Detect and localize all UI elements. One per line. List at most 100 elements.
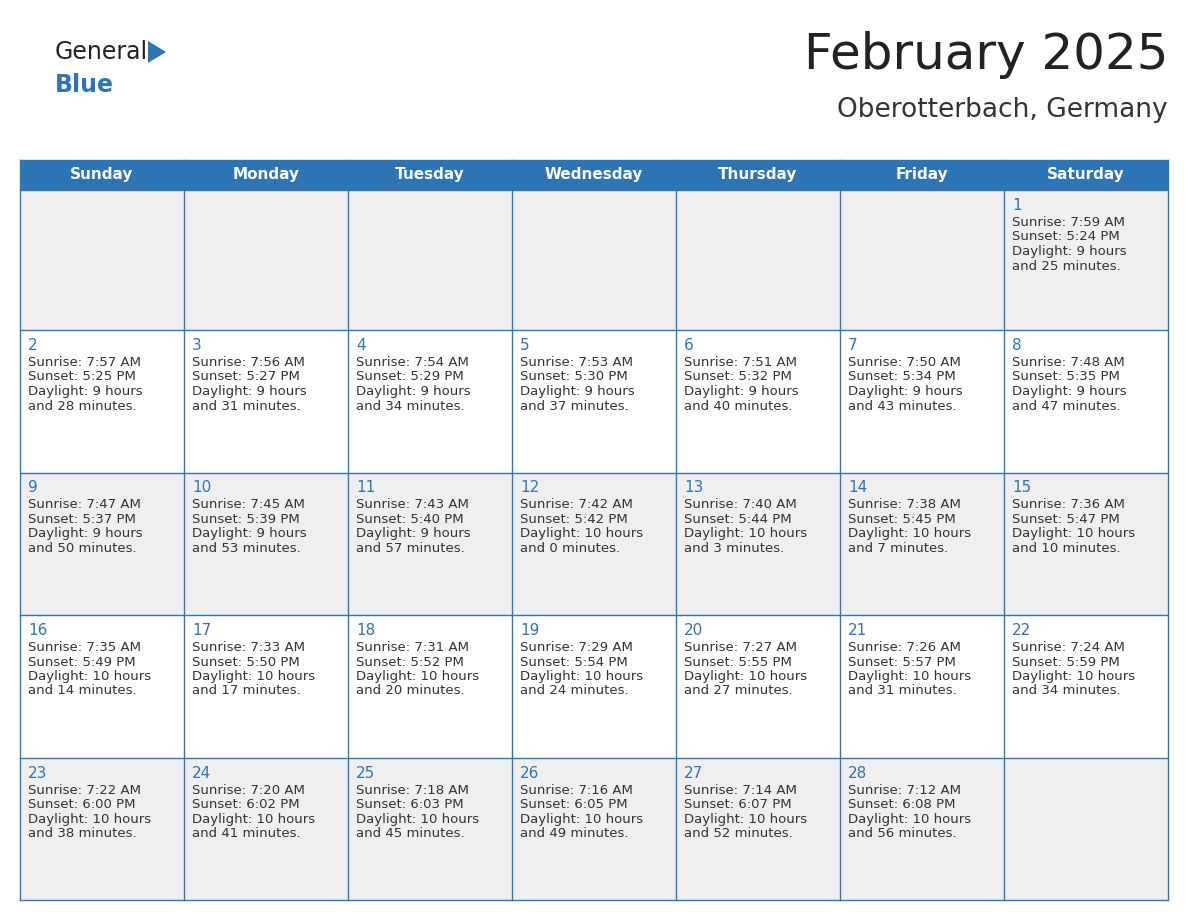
Bar [184,190,348,330]
Text: Sunset: 5:32 PM: Sunset: 5:32 PM [684,371,792,384]
Text: and 27 minutes.: and 27 minutes. [684,685,792,698]
Text: 21: 21 [848,623,867,638]
Text: Sunrise: 7:38 AM: Sunrise: 7:38 AM [848,498,961,511]
Bar [512,615,676,757]
Bar [348,615,512,757]
Text: Sunrise: 7:48 AM: Sunrise: 7:48 AM [1012,356,1125,369]
Text: Sunrise: 7:47 AM: Sunrise: 7:47 AM [29,498,141,511]
Bar [1004,190,1168,330]
Text: 8: 8 [1012,338,1022,353]
Bar [20,330,184,473]
Text: Daylight: 10 hours: Daylight: 10 hours [29,812,151,825]
Text: Sunset: 5:57 PM: Sunset: 5:57 PM [848,655,956,668]
Bar [184,330,348,473]
Text: Daylight: 10 hours: Daylight: 10 hours [520,670,643,683]
Text: 9: 9 [29,480,38,496]
Text: General: General [55,40,148,64]
Text: 25: 25 [356,766,375,780]
Text: 1: 1 [1012,198,1022,213]
Text: and 31 minutes.: and 31 minutes. [192,399,301,412]
Text: Daylight: 9 hours: Daylight: 9 hours [520,385,634,398]
Text: Sunset: 6:05 PM: Sunset: 6:05 PM [520,798,627,811]
Text: 7: 7 [848,338,858,353]
Text: Sunday: Sunday [70,167,134,183]
Text: Daylight: 10 hours: Daylight: 10 hours [520,528,643,541]
Text: Sunset: 5:30 PM: Sunset: 5:30 PM [520,371,627,384]
Text: Daylight: 10 hours: Daylight: 10 hours [29,670,151,683]
Text: Daylight: 9 hours: Daylight: 9 hours [848,385,962,398]
Text: and 20 minutes.: and 20 minutes. [356,685,465,698]
Text: Tuesday: Tuesday [396,167,465,183]
Bar [840,473,1004,615]
Text: 3: 3 [192,338,202,353]
Text: 28: 28 [848,766,867,780]
Bar [512,473,676,615]
Text: and 37 minutes.: and 37 minutes. [520,399,628,412]
Text: Daylight: 10 hours: Daylight: 10 hours [684,812,807,825]
Bar [840,330,1004,473]
Text: Daylight: 10 hours: Daylight: 10 hours [684,670,807,683]
Text: Sunrise: 7:33 AM: Sunrise: 7:33 AM [192,641,305,654]
Text: Daylight: 10 hours: Daylight: 10 hours [356,812,479,825]
Bar [676,190,840,330]
Text: Sunset: 5:47 PM: Sunset: 5:47 PM [1012,513,1120,526]
Text: Daylight: 9 hours: Daylight: 9 hours [1012,245,1126,258]
Bar [184,615,348,757]
Text: and 31 minutes.: and 31 minutes. [848,685,956,698]
Text: Sunset: 5:34 PM: Sunset: 5:34 PM [848,371,956,384]
Text: and 0 minutes.: and 0 minutes. [520,542,620,555]
Text: Sunrise: 7:16 AM: Sunrise: 7:16 AM [520,783,633,797]
Text: Sunrise: 7:26 AM: Sunrise: 7:26 AM [848,641,961,654]
Text: Oberotterbach, Germany: Oberotterbach, Germany [838,97,1168,123]
Text: Sunset: 5:24 PM: Sunset: 5:24 PM [1012,230,1120,243]
Text: and 34 minutes.: and 34 minutes. [1012,685,1120,698]
Text: Sunset: 5:44 PM: Sunset: 5:44 PM [684,513,791,526]
Text: Sunset: 6:03 PM: Sunset: 6:03 PM [356,798,463,811]
Text: and 3 minutes.: and 3 minutes. [684,542,784,555]
Text: and 49 minutes.: and 49 minutes. [520,827,628,840]
Bar [840,190,1004,330]
Text: Sunrise: 7:42 AM: Sunrise: 7:42 AM [520,498,633,511]
Text: Sunset: 5:37 PM: Sunset: 5:37 PM [29,513,135,526]
Text: Sunset: 5:59 PM: Sunset: 5:59 PM [1012,655,1120,668]
Text: 4: 4 [356,338,366,353]
Text: and 10 minutes.: and 10 minutes. [1012,542,1120,555]
Text: 23: 23 [29,766,48,780]
Text: Daylight: 9 hours: Daylight: 9 hours [29,528,143,541]
Text: Sunrise: 7:43 AM: Sunrise: 7:43 AM [356,498,469,511]
Text: Daylight: 10 hours: Daylight: 10 hours [1012,528,1135,541]
Text: and 7 minutes.: and 7 minutes. [848,542,948,555]
Bar [676,615,840,757]
Text: Daylight: 10 hours: Daylight: 10 hours [520,812,643,825]
Text: 6: 6 [684,338,694,353]
Text: Sunset: 5:49 PM: Sunset: 5:49 PM [29,655,135,668]
Text: Sunrise: 7:50 AM: Sunrise: 7:50 AM [848,356,961,369]
Text: Daylight: 9 hours: Daylight: 9 hours [192,385,307,398]
Bar [20,473,184,615]
Text: Sunset: 5:50 PM: Sunset: 5:50 PM [192,655,299,668]
Bar [676,757,840,900]
Text: 14: 14 [848,480,867,496]
Text: Sunrise: 7:14 AM: Sunrise: 7:14 AM [684,783,797,797]
Text: 24: 24 [192,766,211,780]
Text: Sunrise: 7:22 AM: Sunrise: 7:22 AM [29,783,141,797]
Text: Sunrise: 7:36 AM: Sunrise: 7:36 AM [1012,498,1125,511]
Text: Thursday: Thursday [719,167,797,183]
Text: Sunset: 6:00 PM: Sunset: 6:00 PM [29,798,135,811]
Text: and 28 minutes.: and 28 minutes. [29,399,137,412]
Text: Sunrise: 7:53 AM: Sunrise: 7:53 AM [520,356,633,369]
Text: 19: 19 [520,623,539,638]
Text: Daylight: 9 hours: Daylight: 9 hours [684,385,798,398]
Bar [512,330,676,473]
Text: 15: 15 [1012,480,1031,496]
Text: and 45 minutes.: and 45 minutes. [356,827,465,840]
Text: and 53 minutes.: and 53 minutes. [192,542,301,555]
Bar [512,190,676,330]
Text: 2: 2 [29,338,38,353]
Text: Sunset: 5:25 PM: Sunset: 5:25 PM [29,371,135,384]
Text: 10: 10 [192,480,211,496]
Text: Sunrise: 7:29 AM: Sunrise: 7:29 AM [520,641,633,654]
Text: Daylight: 10 hours: Daylight: 10 hours [848,528,971,541]
Text: Sunrise: 7:59 AM: Sunrise: 7:59 AM [1012,216,1125,229]
Text: Sunset: 5:27 PM: Sunset: 5:27 PM [192,371,299,384]
